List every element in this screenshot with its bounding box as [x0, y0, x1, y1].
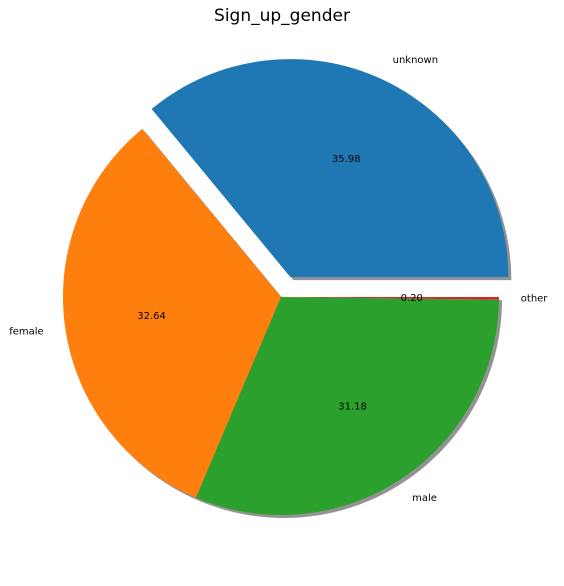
pie-slice-other — [281, 297, 499, 300]
slice-label-unknown: unknown — [393, 55, 438, 66]
pct-label-female: 32.64 — [137, 311, 166, 322]
pie-slice-unknown — [151, 59, 509, 278]
pct-label-male: 31.18 — [338, 402, 367, 413]
pie-slice-male — [195, 297, 499, 515]
slice-label-female: female — [9, 327, 43, 338]
slice-label-male: male — [412, 493, 437, 504]
percentage-labels: 35.98 32.64 31.18 0.20 — [137, 154, 423, 413]
pct-label-other: 0.20 — [401, 293, 423, 304]
pct-label-unknown: 35.98 — [332, 154, 361, 165]
pie-slice-female — [63, 128, 281, 498]
pie-slices — [63, 59, 509, 515]
chart-title: Sign_up_gender — [214, 6, 350, 26]
slice-labels: unknown female male other — [9, 55, 548, 504]
slice-label-other: other — [521, 294, 549, 305]
